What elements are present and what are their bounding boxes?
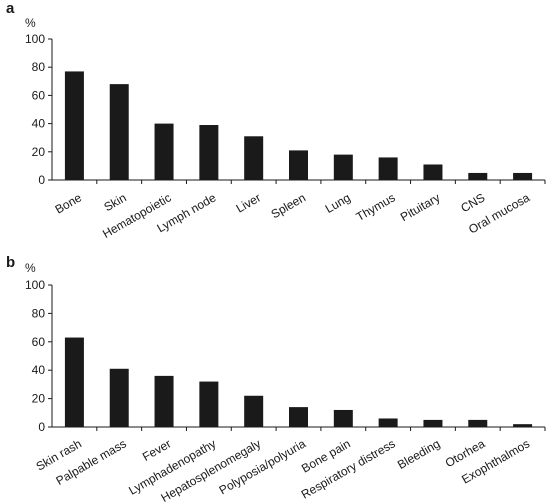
bar [333, 409, 353, 427]
bar [64, 71, 84, 180]
y-tick-label: 80 [32, 60, 46, 74]
bar [244, 136, 264, 180]
category-label: CNS [458, 190, 487, 215]
category-label: Spleen [269, 190, 308, 221]
bar [199, 381, 219, 427]
bar [378, 157, 398, 180]
y-tick-label: 80 [32, 306, 46, 320]
y-tick-label: 40 [32, 363, 46, 377]
category-label: Bone [53, 190, 85, 216]
panel-letter: a [6, 0, 15, 17]
bar [289, 150, 308, 180]
bar [64, 337, 84, 427]
y-tick-label: 0 [38, 173, 45, 187]
category-label: Liver [234, 190, 264, 215]
y-tick-label: 20 [32, 392, 46, 406]
bar [423, 164, 443, 180]
bar [513, 424, 533, 427]
y-tick-label: 0 [38, 420, 45, 434]
category-label: Lung [323, 190, 353, 215]
axes: 0 20 40 60 80 100 [25, 32, 546, 187]
bar [109, 368, 129, 427]
category-label: Thymus [354, 190, 398, 223]
bar [513, 172, 533, 180]
bar [199, 125, 219, 180]
y-tick-label: 100 [25, 32, 45, 46]
axes: 0 20 40 60 80 100 [25, 278, 546, 434]
y-tick-label: 60 [32, 335, 46, 349]
bar [423, 419, 443, 427]
bars [64, 337, 533, 427]
category-label: Pituitary [398, 190, 443, 224]
bar [333, 154, 353, 180]
y-tick-label: 60 [32, 88, 46, 102]
y-tick-label: 40 [32, 117, 46, 131]
bars [64, 71, 533, 180]
y-tick-label: 20 [32, 145, 46, 159]
category-label: Skin [102, 190, 129, 214]
category-label: Bleeding [395, 436, 442, 471]
bar [109, 84, 129, 180]
panel-letter: b [6, 254, 15, 271]
bar [289, 407, 308, 427]
y-axis-unit-label: % [25, 16, 36, 30]
bar [468, 419, 488, 427]
category-label: Fever [140, 436, 174, 463]
bar [244, 395, 264, 427]
bar [468, 172, 488, 180]
y-axis-unit-label: % [25, 261, 36, 275]
bar [154, 375, 174, 427]
bar [154, 123, 174, 180]
bar [378, 418, 398, 427]
y-tick-label: 100 [25, 278, 45, 292]
